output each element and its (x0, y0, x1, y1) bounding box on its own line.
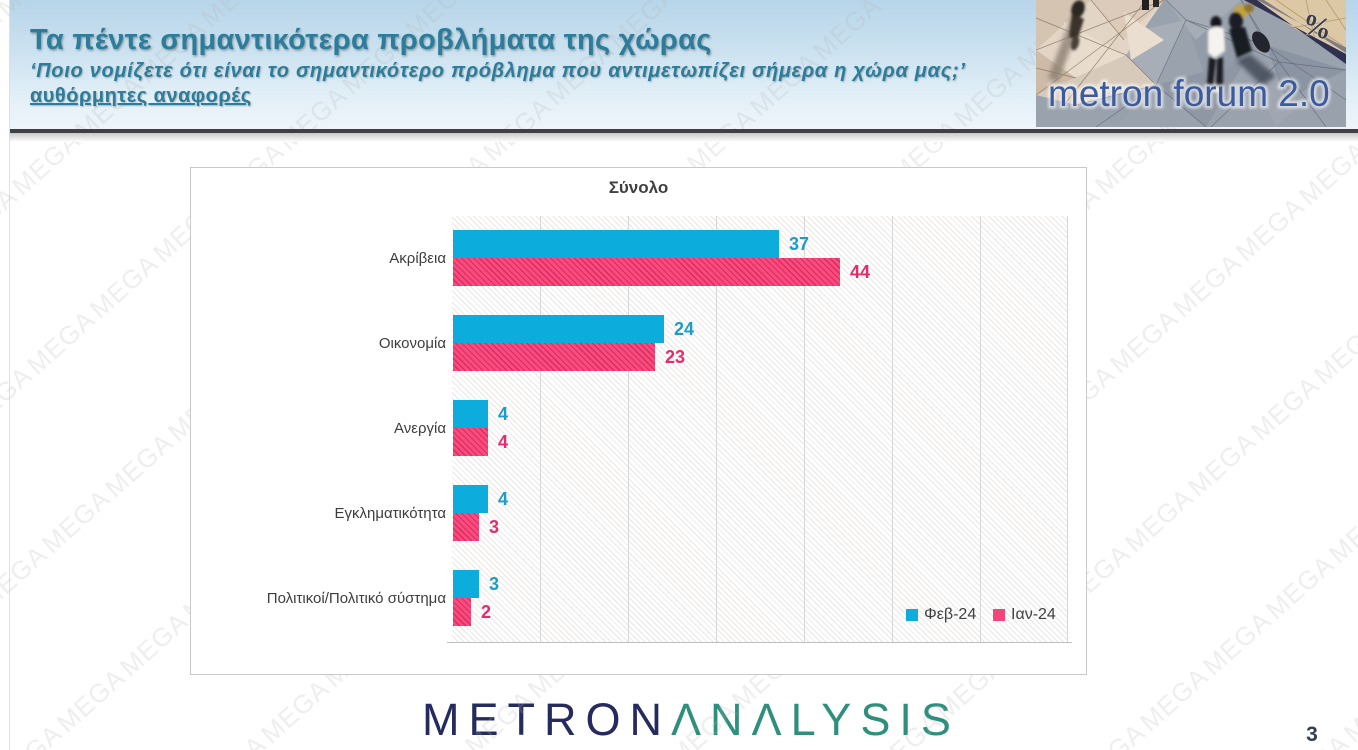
svg-text:metron forum 2.0: metron forum 2.0 (1048, 73, 1330, 114)
svg-text:metron forum 2.0: metron forum 2.0 (1048, 73, 1330, 114)
